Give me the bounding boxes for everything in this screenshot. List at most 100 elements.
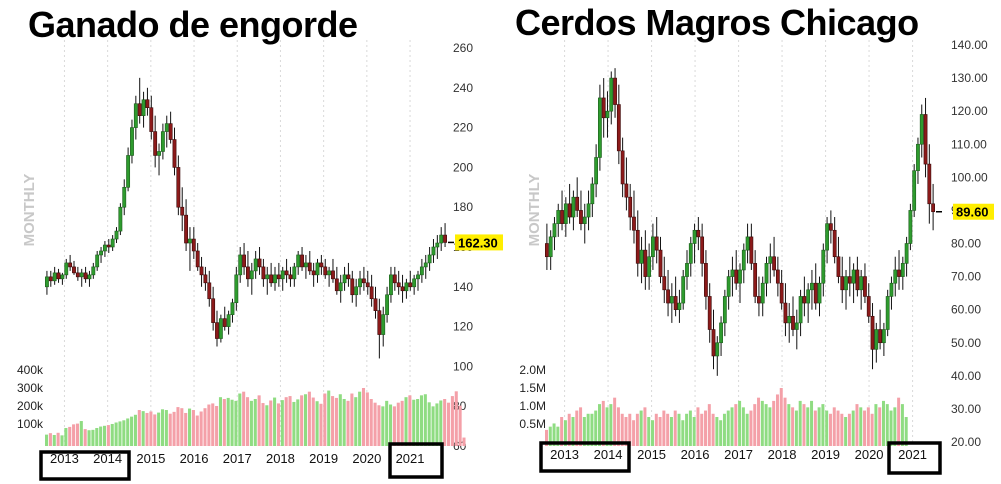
volume-bar [319, 403, 323, 446]
volume-bar [257, 395, 261, 446]
candle-body [719, 322, 723, 344]
volume-bar [704, 410, 708, 446]
candle-body [931, 203, 935, 213]
candle-body [404, 282, 409, 292]
volume-bar [269, 400, 273, 446]
candle-body [874, 329, 879, 350]
volume-bar [280, 400, 284, 446]
candle-body [628, 196, 633, 218]
volume-bar [265, 405, 269, 446]
volume-bar [222, 399, 226, 446]
candle-body [137, 103, 142, 116]
candle-body [284, 270, 289, 276]
candle-body [897, 269, 901, 277]
candle-body [738, 269, 742, 284]
chart-title: Ganado de engorde [28, 4, 358, 45]
candle-body [613, 77, 617, 105]
candle-body [598, 97, 602, 158]
x-tick-label: 2015 [136, 451, 165, 466]
volume-bar [753, 404, 757, 446]
candle-body [68, 262, 73, 268]
candle-body [582, 216, 587, 224]
candle-body [575, 196, 580, 211]
period-label: MONTHLY [21, 174, 38, 247]
volume-bar [556, 426, 560, 446]
volume-bar [651, 420, 655, 446]
x-tick-label: 2019 [309, 451, 338, 466]
volume-bar [613, 397, 617, 446]
volume-bar [176, 407, 180, 446]
candle-body [373, 298, 378, 311]
candle-body [188, 238, 192, 244]
volume-bar [435, 403, 439, 446]
volume-bar [779, 388, 783, 446]
candle-body [114, 230, 119, 240]
volume-bar [881, 400, 885, 446]
x-tick-label: 2015 [637, 447, 666, 462]
volume-bar [203, 408, 207, 446]
volume-bar [802, 404, 806, 446]
volume-bar [791, 407, 795, 446]
candle-body [126, 155, 131, 188]
candle-body [419, 266, 424, 276]
volume-bar [760, 400, 764, 446]
volume-bar [885, 404, 889, 446]
volume-bar [620, 413, 624, 446]
candle-body [912, 170, 917, 211]
candle-body [160, 131, 165, 152]
candle-body [280, 270, 285, 280]
candle-body [753, 263, 758, 297]
candle-body [908, 210, 913, 244]
volume-bar [726, 410, 730, 446]
volume-bar [130, 416, 134, 446]
volume-bar [346, 400, 350, 446]
volume-tick-label: 0.5M [519, 417, 546, 431]
candle-body [249, 270, 254, 280]
candle-body [296, 254, 301, 268]
volume-bar [601, 400, 605, 446]
volume-bar [342, 399, 346, 446]
candle-body [741, 249, 746, 271]
candle-body [666, 289, 670, 304]
candle-body [806, 289, 811, 304]
candle-body [172, 139, 177, 168]
candle-body [635, 229, 640, 264]
candle-body [203, 274, 208, 284]
candle-body [832, 229, 837, 258]
candle-body [408, 282, 413, 288]
volume-bar [658, 417, 662, 446]
candle-body [443, 234, 447, 243]
volume-bar [261, 403, 265, 446]
candle-body [889, 282, 894, 297]
volume-bar [191, 410, 195, 446]
y-tick-label: 70.00 [951, 270, 981, 284]
volume-bar [609, 404, 613, 446]
volume-bar [45, 434, 49, 446]
candle-body [218, 318, 223, 339]
candle-body [798, 296, 803, 324]
volume-bar [64, 428, 68, 446]
volume-bar [458, 405, 462, 446]
last-price-label: 89.60 [956, 205, 989, 220]
volume-bar [654, 413, 658, 446]
candle-body [673, 296, 678, 310]
volume-bar [454, 391, 458, 446]
volume-bar [677, 413, 681, 446]
volume-bar [817, 407, 821, 446]
candle-body [365, 282, 370, 288]
volume-bar [307, 391, 311, 446]
volume-bar [52, 434, 56, 446]
candle-body [900, 263, 905, 277]
candle-body [817, 282, 822, 304]
volume-bar [719, 420, 723, 446]
candle-body [662, 276, 667, 291]
volume-bar [447, 402, 451, 446]
candle-body [616, 104, 621, 152]
candle-body [110, 238, 115, 248]
x-tick-label: 2016 [681, 447, 710, 462]
volume-bar [616, 407, 620, 446]
candle-body [639, 249, 644, 264]
candle-body [300, 254, 304, 268]
candle-body [787, 315, 792, 324]
candle-body [354, 286, 359, 296]
